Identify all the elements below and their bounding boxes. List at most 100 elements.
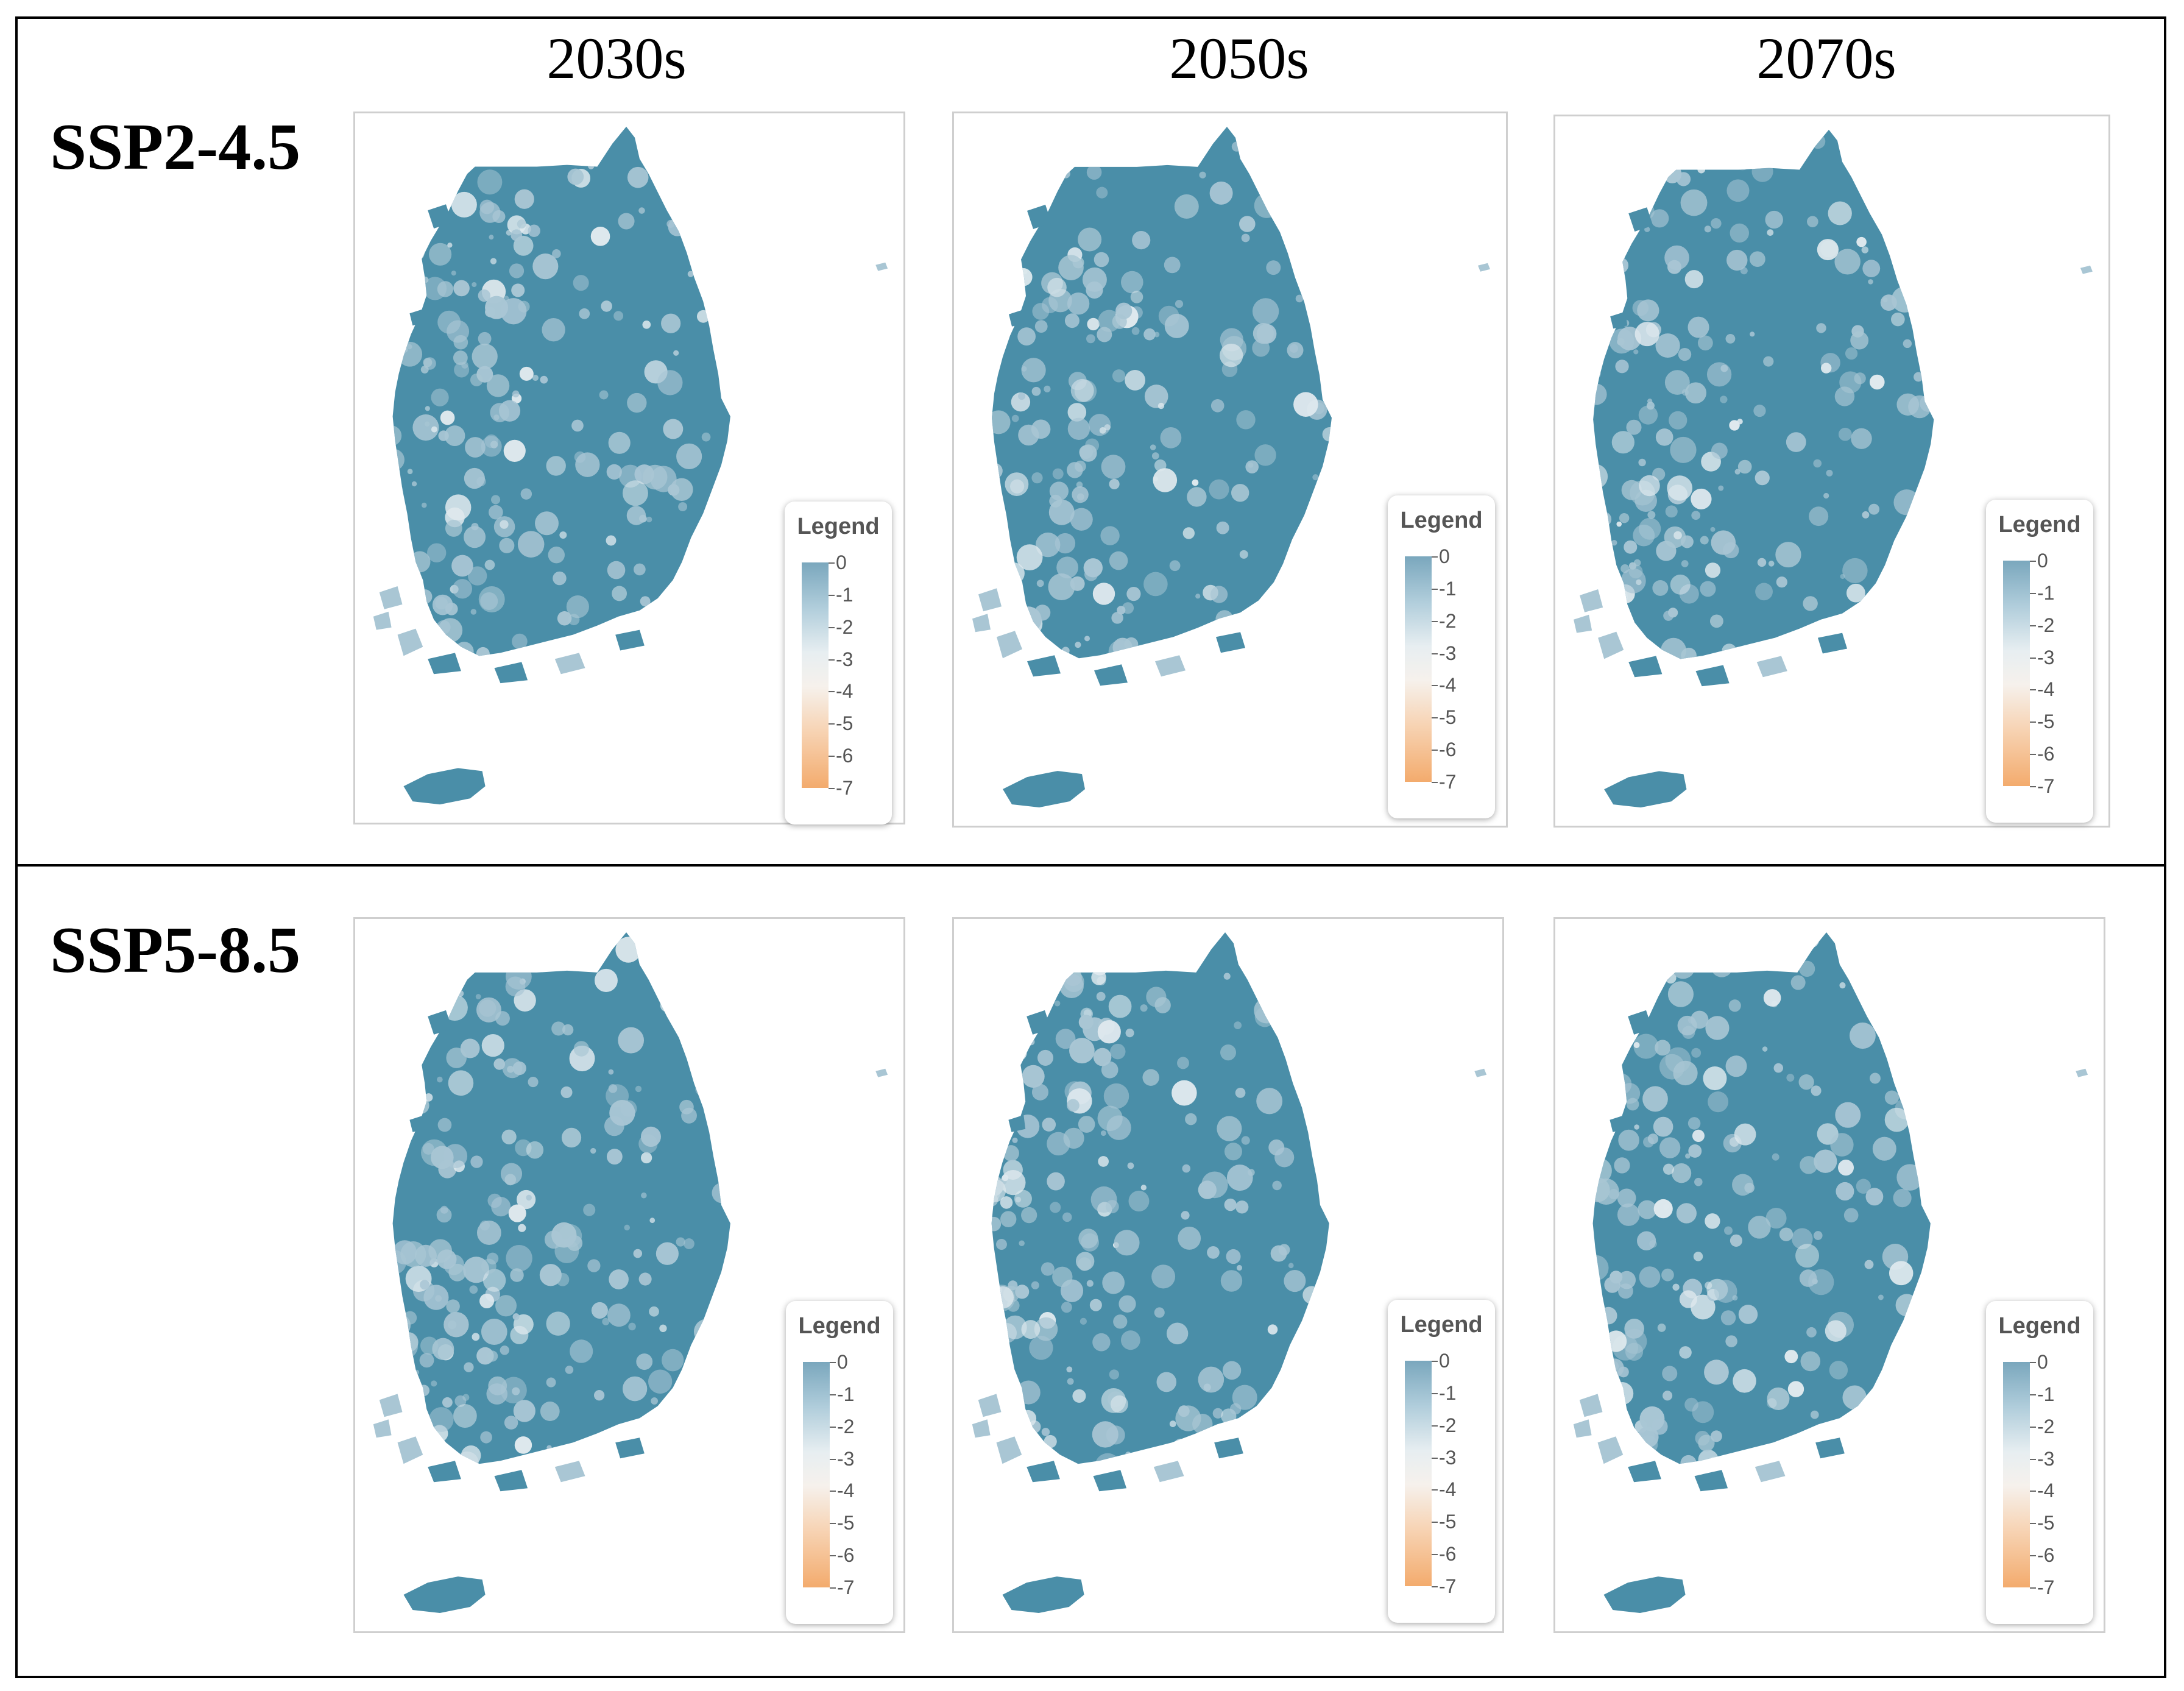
legend-tick-label: -2 bbox=[837, 1415, 855, 1438]
legend-tick-label: 0 bbox=[2037, 1351, 2048, 1373]
legend-tick bbox=[2030, 1394, 2036, 1395]
legend-tick bbox=[2030, 689, 2036, 691]
legend-tick bbox=[830, 1491, 836, 1492]
island-shape bbox=[554, 653, 585, 675]
legend-tick-label: -5 bbox=[1439, 706, 1457, 729]
island-shape bbox=[428, 204, 452, 229]
legend-tick-label: -3 bbox=[1439, 1446, 1457, 1469]
island-shape bbox=[1027, 1010, 1051, 1035]
east-island-shape bbox=[1478, 263, 1490, 272]
legend-tick-label: -7 bbox=[836, 777, 853, 799]
legend-color-bar bbox=[803, 1362, 830, 1587]
legend-tick bbox=[2030, 786, 2036, 787]
island-shape bbox=[1214, 1438, 1243, 1459]
island-shape bbox=[1610, 311, 1628, 329]
legend-tick-label: -5 bbox=[837, 1512, 855, 1534]
island-shape bbox=[1579, 1394, 1603, 1417]
legend-tick bbox=[829, 756, 835, 757]
legend-tick-label: -2 bbox=[1439, 1414, 1457, 1436]
legend-title: Legend bbox=[1998, 512, 2081, 537]
row-label-ssp5-8-5: SSP5-8.5 bbox=[50, 914, 301, 987]
east-island-shape bbox=[2080, 265, 2093, 274]
legend-color-bar bbox=[802, 562, 829, 788]
legend-tick bbox=[829, 723, 835, 725]
island-shape bbox=[1756, 656, 1787, 678]
legend-tick-label: -3 bbox=[836, 648, 853, 670]
legend-tick-label: -1 bbox=[836, 583, 853, 606]
legend-tick bbox=[830, 1587, 836, 1589]
island-shape bbox=[409, 308, 427, 326]
korea-map bbox=[373, 126, 888, 805]
legend-tick-label: -4 bbox=[1439, 1478, 1457, 1501]
legend-tick bbox=[829, 594, 835, 596]
column-header-2050s: 2050s bbox=[1169, 26, 1309, 91]
island-shape bbox=[494, 1470, 528, 1492]
legend-tick-label: 0 bbox=[837, 1351, 848, 1373]
island-shape bbox=[972, 614, 991, 633]
legend-tick bbox=[1432, 1361, 1438, 1362]
legend-tick-label: -7 bbox=[837, 1576, 855, 1598]
island-shape bbox=[615, 1438, 645, 1459]
legend-tick bbox=[830, 1394, 836, 1395]
jeju-island-shape bbox=[403, 1576, 486, 1614]
legend-tick bbox=[1432, 1425, 1438, 1427]
legend-tick bbox=[1432, 653, 1438, 654]
jeju-island-shape bbox=[1003, 771, 1085, 808]
legend-tick-label: -6 bbox=[837, 1544, 855, 1567]
outer-frame bbox=[15, 16, 2166, 1678]
legend-tick-label: -4 bbox=[837, 1480, 855, 1502]
korea-map bbox=[373, 932, 888, 1614]
legend-box: Legend 0 -1 -2 -3 -4 -5 -6 -7 bbox=[1388, 1300, 1495, 1623]
legend-tick-label: -6 bbox=[2037, 1544, 2055, 1567]
legend-tick bbox=[2030, 1587, 2036, 1589]
legend-tick bbox=[1432, 620, 1438, 622]
legend-tick bbox=[2030, 625, 2036, 626]
legend-tick-label: -6 bbox=[1439, 1543, 1457, 1565]
legend-tick-label: -7 bbox=[1439, 1575, 1457, 1597]
island-shape bbox=[1008, 1115, 1026, 1132]
legend-tick-label: 0 bbox=[1439, 1350, 1450, 1372]
legend-title: Legend bbox=[1998, 1313, 2081, 1339]
east-island-shape bbox=[875, 1068, 888, 1077]
legend-box: Legend 0 -1 -2 -3 -4 -5 -6 -7 bbox=[785, 502, 892, 824]
legend-tick bbox=[1432, 1554, 1438, 1556]
legend-tick-label: -7 bbox=[1439, 771, 1457, 793]
jeju-island-shape bbox=[1603, 1576, 1686, 1614]
island-shape bbox=[1027, 204, 1051, 229]
island-shape bbox=[1009, 309, 1026, 327]
legend-tick-label: -4 bbox=[1439, 674, 1457, 697]
island-shape bbox=[1573, 1419, 1592, 1438]
legend-tick bbox=[2030, 1555, 2036, 1557]
island-shape bbox=[409, 1115, 427, 1132]
legend-tick bbox=[2030, 657, 2036, 659]
island-shape bbox=[1695, 665, 1730, 687]
legend-title: Legend bbox=[1400, 1312, 1483, 1338]
island-shape bbox=[1628, 1461, 1661, 1483]
legend-tick-label: -2 bbox=[836, 615, 853, 638]
legend-tick-label: -3 bbox=[2037, 646, 2055, 668]
legend-tick bbox=[830, 1426, 836, 1428]
row-divider bbox=[15, 864, 2166, 867]
legend-tick bbox=[829, 691, 835, 693]
legend-tick bbox=[830, 1362, 836, 1363]
legend-color-bar bbox=[1405, 1361, 1432, 1586]
legend-tick bbox=[2030, 1523, 2036, 1525]
island-shape bbox=[373, 1419, 392, 1438]
island-shape bbox=[1216, 632, 1245, 653]
legend-tick-label: -1 bbox=[837, 1383, 855, 1405]
island-shape bbox=[397, 1436, 423, 1464]
island-shape bbox=[373, 611, 392, 630]
legend-tick-label: -3 bbox=[837, 1447, 855, 1470]
island-shape bbox=[1027, 1461, 1060, 1483]
legend-tick-label: 0 bbox=[1439, 545, 1450, 567]
legend-tick bbox=[829, 562, 835, 564]
island-shape bbox=[997, 631, 1022, 659]
island-shape bbox=[428, 1010, 452, 1035]
legend-tick-label: -5 bbox=[2037, 711, 2055, 733]
island-shape bbox=[1755, 1461, 1786, 1483]
island-shape bbox=[397, 628, 423, 656]
legend-tick-label: -3 bbox=[2037, 1447, 2055, 1470]
legend-color-bar bbox=[2003, 1362, 2030, 1587]
legend-tick bbox=[830, 1458, 836, 1460]
mainland-shape bbox=[392, 126, 730, 656]
